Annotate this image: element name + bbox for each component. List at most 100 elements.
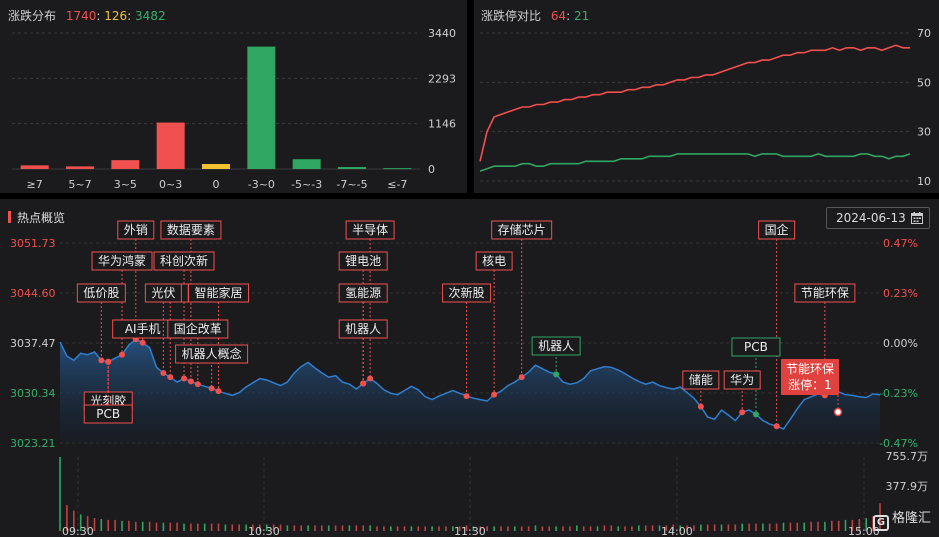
separator: : [127, 9, 132, 23]
y-tick-label: 3440 [428, 27, 456, 40]
annotation-dot [181, 375, 188, 382]
separator: : [566, 9, 571, 23]
pct-tick-label: 0.23% [883, 287, 918, 300]
y-tick-label: 50 [917, 76, 931, 89]
distribution-title: 涨跌分布 [8, 9, 57, 23]
annotation-dot [752, 411, 759, 418]
annotation-label: 国企改革 [174, 321, 222, 336]
price-area [60, 339, 880, 443]
annotation-label: 智能家居 [194, 285, 242, 300]
annotation-label: 节能环保 [801, 286, 849, 300]
hot-overview-panel: 热点概览 2024-06-13 3051.73 0.47% 3044.60 0.23%… [0, 199, 939, 537]
bar [156, 122, 185, 169]
annotation-box [167, 319, 229, 339]
bar [202, 164, 230, 169]
limit-ratio-line-chart: 70 50 30 10 [479, 27, 931, 188]
limit-down-count: 21 [574, 9, 590, 23]
annotation-box [338, 283, 388, 303]
annotation-box [731, 337, 781, 357]
limit-up-count: 64 [550, 9, 567, 23]
limit-ratio-panel: 涨跌停对比 64: 21 70 50 30 10 [474, 0, 939, 193]
bar [292, 159, 321, 169]
x-tick-label: 0 [213, 178, 220, 191]
annotation-box [794, 283, 856, 303]
limit-up-line [479, 44, 910, 162]
x-tick-label: -5~-3 [291, 178, 322, 191]
y-tick-label: 3023.21 [10, 437, 56, 450]
annotation-dot [105, 358, 112, 365]
annotation-label: 外销 [124, 223, 148, 237]
annotation-box [723, 370, 761, 390]
tooltip-line2: 涨停：1 [788, 377, 832, 392]
hot-overview-header: 热点概览 [8, 209, 65, 226]
hot-overview-title: 热点概览 [17, 211, 66, 225]
y-tick-label: 30 [917, 126, 931, 139]
annotation-dot [773, 423, 780, 430]
annotation-box [338, 319, 388, 339]
annotation-box [531, 336, 581, 356]
limit-ratio-header: 涨跌停对比 64: 21 [481, 7, 589, 24]
annotation-box [442, 283, 492, 303]
y-tick-label: 3037.47 [10, 337, 56, 350]
x-tick-label: 10:30 [248, 525, 280, 537]
annotation-dot [139, 339, 146, 346]
annotation-label: 机器人 [345, 322, 381, 336]
annotation-box [187, 283, 249, 303]
annotation-box [491, 220, 553, 240]
annotation-box [682, 370, 720, 390]
annotation-dot [360, 380, 367, 387]
annotation-label: 科创次新 [160, 253, 208, 268]
y-tick-label: 0 [428, 163, 435, 176]
bar [66, 166, 94, 169]
annotation-dot [187, 378, 194, 385]
annotation-box [175, 344, 249, 364]
date-picker[interactable]: 2024-06-13 [826, 207, 930, 229]
x-tick-label: -7~-5 [336, 178, 367, 191]
annotation-dot [697, 403, 704, 410]
x-tick-label: 11:30 [454, 525, 486, 537]
annotation-dot [367, 375, 374, 382]
x-tick-label: ≥7 [27, 178, 43, 191]
annotation-box [338, 251, 388, 271]
bar [383, 168, 412, 170]
y-tick-label: 70 [917, 27, 931, 40]
title-accent-bar [8, 211, 11, 223]
annotation-label: 次新股 [449, 285, 485, 300]
calendar-icon[interactable] [911, 212, 923, 224]
distribution-header: 涨跌分布 1740: 126: 3482 [8, 7, 166, 24]
annotation-box [475, 251, 513, 271]
x-tick-label: 15:00 [848, 525, 880, 537]
annotation-dot [167, 374, 174, 381]
annotation-label: 国企 [765, 222, 789, 237]
x-tick-label: 5~7 [68, 178, 91, 191]
annotation-box [144, 283, 182, 303]
annotation-box [117, 220, 155, 240]
annotation-dot [160, 369, 167, 376]
annotation-dot [208, 385, 215, 392]
annotation-label: PCB [96, 407, 120, 421]
y-tick-label: 3030.34 [10, 387, 56, 400]
volume-tick-label: 377.9万 [886, 480, 929, 493]
annotation-label: 储能 [689, 372, 713, 387]
separator: : [96, 9, 101, 23]
limit-down-line [479, 153, 911, 172]
x-tick-label: ≤-7 [387, 178, 407, 191]
pct-tick-label: 0.47% [883, 237, 918, 250]
up-count: 1740 [65, 9, 97, 23]
bar [247, 46, 276, 169]
logo-text: 格隆汇 [891, 511, 931, 526]
x-tick-label: 14:00 [661, 525, 693, 537]
distribution-bar-chart: 3440 2293 1146 0 ≥7 5~7 3~5 0~3 0 -3~0 -5~-3 -7~-5 ≤… [12, 27, 456, 191]
annotation-dot [119, 351, 126, 358]
y-tick-label: 3044.60 [10, 287, 56, 300]
annotation-label: 半导体 [352, 223, 388, 237]
pct-tick-label: -0.23% [879, 387, 918, 400]
annotation-box [758, 220, 796, 240]
tooltip-dot [833, 407, 843, 417]
annotation-box [160, 220, 222, 240]
annotation-box [153, 251, 215, 271]
annotation-dot [518, 374, 525, 381]
annotation-label: PCB [744, 340, 768, 354]
x-tick-label: -3~0 [248, 178, 275, 191]
